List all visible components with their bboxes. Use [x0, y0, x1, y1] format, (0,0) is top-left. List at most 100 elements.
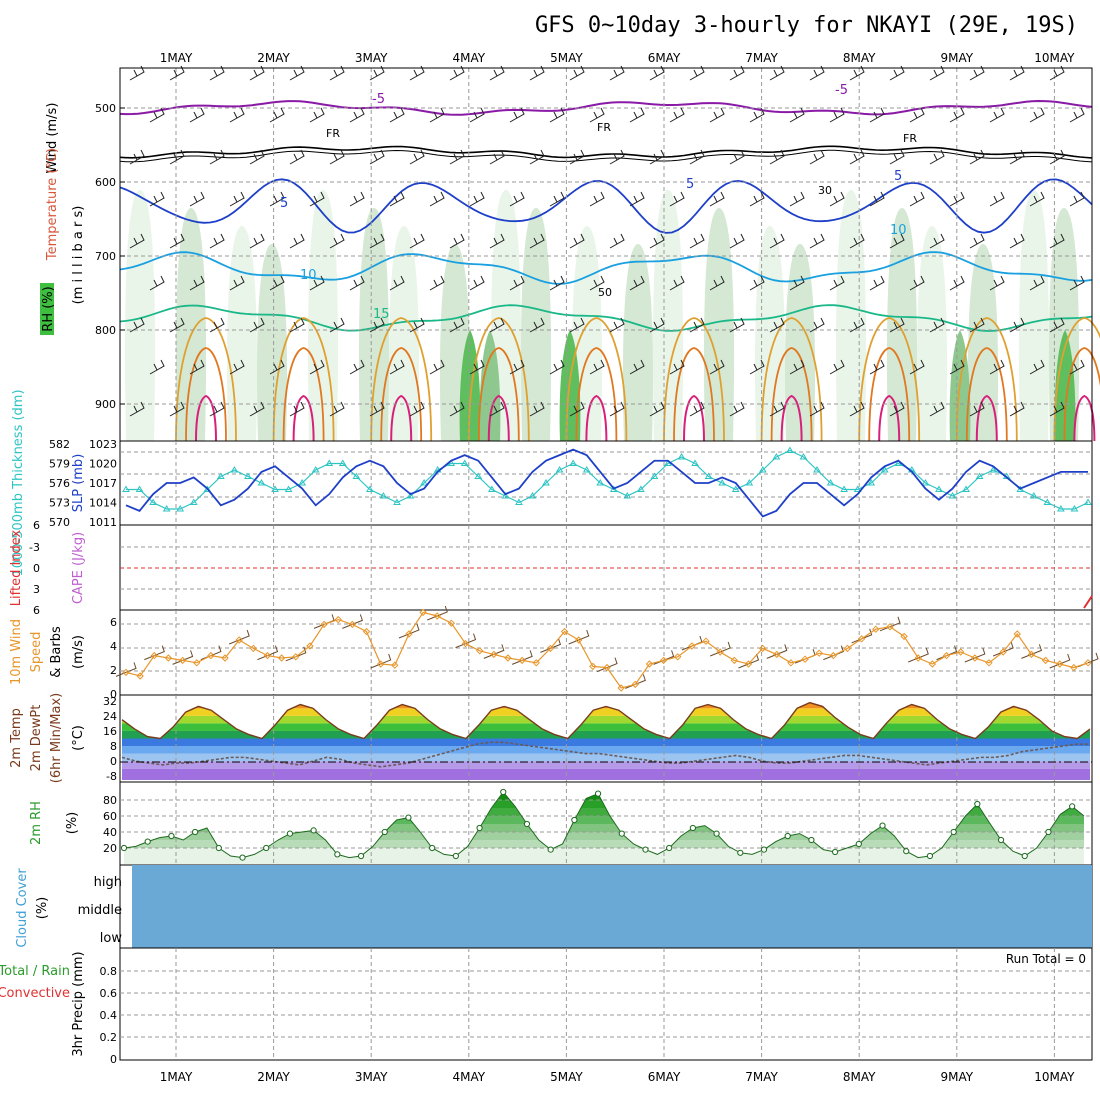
date-labels-bottom: 1MAY 2MAY 3MAY 4MAY 5MAY 6MAY 7MAY 8MAY 9MAY 10MA… — [160, 1070, 1075, 1084]
run-total: Run Total = 0 — [1006, 952, 1086, 966]
wind-barb — [149, 275, 165, 291]
temp-band — [122, 697, 1090, 701]
wind-point — [716, 648, 724, 656]
wind-barb — [889, 149, 905, 165]
date-label: 8MAY — [843, 51, 876, 65]
wind-point — [971, 654, 979, 662]
wind-point — [150, 651, 159, 660]
wind-barb — [289, 401, 305, 417]
temp-band — [122, 708, 1090, 716]
contour-10 — [119, 251, 1093, 285]
label-cloud-units: (%) — [35, 897, 50, 920]
rh-shade — [256, 244, 288, 441]
label-millibars: (m i l l i b a r s) — [71, 206, 86, 305]
wind-barb — [649, 317, 665, 333]
y-tick-label: 1023 — [89, 438, 117, 451]
wind-barb — [849, 149, 865, 165]
wind-barb — [929, 149, 945, 165]
wind-barb — [509, 107, 525, 123]
date-label: 8MAY — [843, 1070, 876, 1084]
thickness-point — [393, 498, 401, 505]
wind-point — [843, 644, 852, 653]
wind-barb — [469, 275, 485, 291]
wind-point — [518, 656, 526, 665]
wind-barb — [249, 233, 265, 249]
rh-shade — [1054, 330, 1076, 441]
wind-point — [999, 648, 1007, 656]
wind-barb — [309, 359, 325, 375]
wind-barb — [689, 317, 705, 333]
thickness-point — [325, 459, 334, 466]
contour-20 — [760, 317, 823, 442]
wind-point — [433, 612, 441, 620]
rh-point — [950, 828, 957, 836]
wind-barb — [569, 149, 585, 165]
y-tick-label: 20 — [103, 842, 117, 855]
thickness-point — [718, 479, 727, 486]
thickness-point — [677, 453, 686, 460]
thickness-point — [1084, 498, 1092, 505]
label-precip-a: Total / Rain — [0, 964, 70, 979]
wind-barb — [427, 605, 448, 621]
wind-barb — [489, 317, 505, 333]
contour-freezing — [119, 149, 1093, 163]
wind-point — [193, 659, 201, 667]
label-cloud: Cloud Cover — [15, 868, 30, 948]
wind-barb — [749, 107, 765, 123]
wind-barb — [149, 107, 165, 123]
contour-minus5 — [119, 99, 1093, 116]
wind-barb — [1009, 233, 1025, 249]
thickness-point — [975, 472, 984, 479]
thickness-point — [691, 459, 699, 466]
wind-barb — [349, 191, 365, 207]
y-tick-label: 24 — [103, 710, 117, 723]
label-wind-units: (m/s) — [71, 635, 86, 669]
wind-barb — [568, 629, 590, 645]
wind-barb — [766, 644, 788, 659]
y-tick-label: 8 — [110, 740, 117, 753]
contour-25 — [575, 347, 618, 442]
wind-barb — [1009, 149, 1025, 165]
thickness-point — [772, 453, 781, 460]
thickness-point — [853, 485, 862, 492]
y-tick-label: 0 — [110, 1053, 117, 1066]
y-tick-label: 500 — [95, 102, 116, 115]
wind-barb — [169, 233, 185, 249]
dewpoint-line — [121, 741, 1090, 768]
y-tick-label: 0.4 — [100, 1009, 118, 1022]
wind-barb — [511, 650, 533, 665]
wind-barb — [229, 107, 245, 123]
temp-line — [121, 701, 1091, 740]
wind-barb — [429, 275, 445, 291]
y-tick-label: 576 — [49, 477, 70, 490]
rh-point — [618, 830, 625, 837]
contour-20 — [565, 317, 628, 442]
wind-barb — [869, 107, 885, 123]
rh-point — [571, 816, 578, 824]
wind-barb — [389, 191, 405, 207]
wind-barb — [409, 233, 425, 249]
wind-barb — [449, 401, 465, 417]
wind-point — [872, 625, 880, 633]
thickness-point — [460, 459, 469, 466]
wind-barb — [669, 359, 685, 375]
temp-panel: -8 0 8 16 24 32 2m Temp 2m DewPt (6hr Min/Max… — [9, 693, 1093, 783]
wind-barb — [229, 275, 245, 291]
rh-shade — [388, 226, 420, 441]
thickness-point — [379, 492, 388, 499]
rh-point — [168, 832, 175, 840]
wind-point — [985, 659, 993, 667]
thickness-point — [596, 479, 605, 486]
wind-barb — [269, 359, 285, 375]
wind-point — [886, 623, 894, 631]
temp-band — [122, 730, 1090, 739]
wind-barb — [649, 233, 665, 249]
label-slp: SLP (mb) — [71, 454, 86, 513]
wind-barb — [869, 275, 885, 291]
rh-point — [1021, 852, 1028, 860]
wind-point — [136, 672, 144, 680]
wind-barb — [429, 107, 445, 123]
wind-barb — [169, 317, 185, 333]
wind-barb — [429, 191, 445, 207]
